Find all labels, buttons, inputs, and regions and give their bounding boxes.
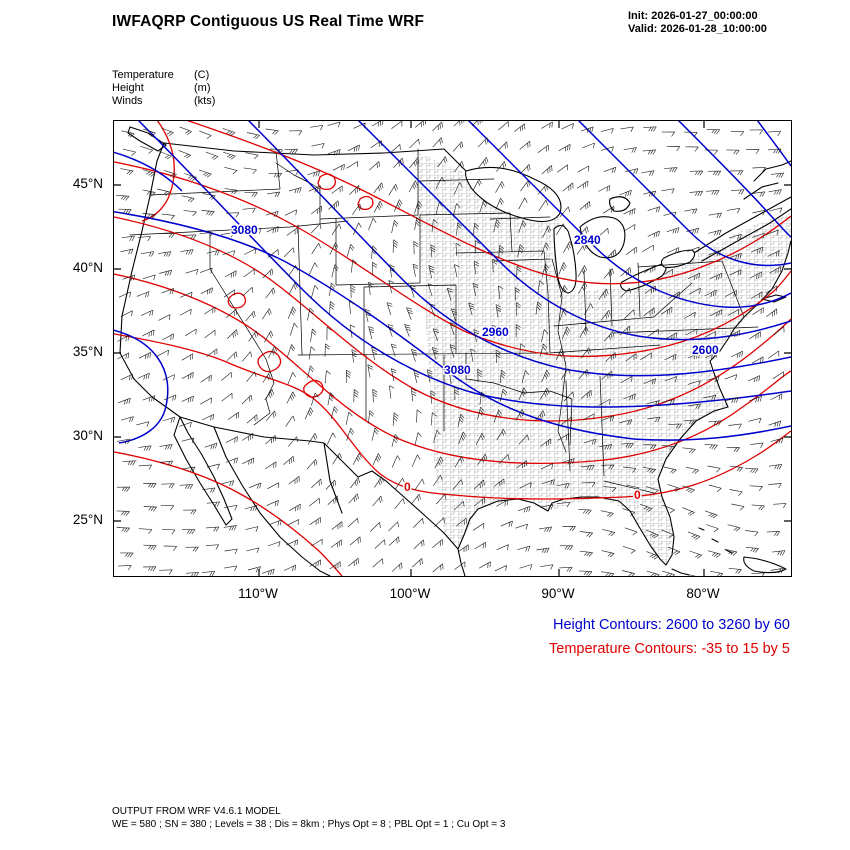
model-output-line: OUTPUT FROM WRF V4.6.1 MODEL — [112, 806, 281, 817]
lake-ontario — [660, 249, 696, 268]
page-title: IWFAQRP Contiguous US Real Time WRF — [112, 13, 425, 30]
geography — [119, 126, 792, 577]
contour-label-group: 3080 3080 2960 2840 2600 0 0 — [230, 222, 721, 504]
lat-tick-label: 35°N — [72, 344, 103, 359]
weather-map: 3080 3080 2960 2840 2600 0 0 — [108, 115, 792, 581]
temperature-contour-label: 0 — [634, 488, 641, 502]
run-times: Init: 2026-01-27_00:00:00 Valid: 2026-01… — [628, 10, 767, 36]
bahamas — [671, 527, 733, 576]
model-footer: OUTPUT FROM WRF V4.6.1 MODEL WE = 580 ; … — [112, 806, 505, 831]
variable-row-height: Height (m) — [112, 82, 215, 95]
variable-legend: Temperature (C) Height (m) Winds (kts) — [112, 69, 215, 108]
height-contour-label: 2600 — [692, 343, 719, 357]
lon-tick-label: 80°W — [686, 586, 720, 601]
us-coastline — [119, 142, 792, 566]
variable-name: Height — [112, 82, 144, 94]
lake-huron — [579, 216, 626, 259]
mexico-coast — [213, 426, 466, 577]
cuba — [743, 556, 787, 574]
variable-unit: (m) — [194, 82, 211, 94]
variable-name: Winds — [112, 95, 143, 107]
init-time: Init: 2026-01-27_00:00:00 — [628, 10, 758, 22]
height-contour-label: 3080 — [231, 223, 258, 237]
baja-california — [173, 416, 233, 526]
lake-michigan — [553, 224, 577, 294]
lat-tick-label: 25°N — [72, 512, 103, 527]
variable-unit: (C) — [194, 69, 210, 81]
georgian-bay — [608, 196, 631, 212]
height-contour-label: 3080 — [444, 363, 471, 377]
great-lakes — [465, 166, 696, 294]
variable-unit: (kts) — [194, 95, 216, 107]
variable-row-winds: Winds (kts) — [112, 95, 215, 108]
variable-row-temperature: Temperature (C) — [112, 69, 215, 82]
temperature-contour-label: 0 — [404, 480, 411, 494]
lat-tick-label: 40°N — [72, 260, 103, 275]
temperature-contours — [108, 115, 792, 577]
lat-tick-label: 45°N — [72, 176, 103, 191]
variable-name: Temperature — [112, 69, 174, 81]
st-lawrence — [693, 160, 792, 262]
axis-ticks — [114, 121, 791, 576]
lon-tick-label: 110°W — [238, 586, 278, 601]
height-contour-legend: Height Contours: 2600 to 3260 by 60 — [553, 617, 790, 633]
wind-barbs — [116, 116, 787, 581]
temperature-contour-legend: Temperature Contours: -35 to 15 by 5 — [549, 641, 790, 657]
lon-tick-label: 90°W — [541, 586, 575, 601]
lat-tick-label: 30°N — [72, 428, 103, 443]
state-borders — [129, 148, 759, 494]
county-texture — [414, 151, 791, 565]
lon-tick-label: 100°W — [389, 586, 431, 601]
contour-info: Height Contours: 2600 to 3260 by 60 Temp… — [549, 613, 790, 661]
valid-time: Valid: 2026-01-28_10:00:00 — [628, 23, 767, 35]
height-contour-label: 2960 — [482, 325, 509, 339]
vancouver-island — [127, 126, 167, 152]
canada-border — [163, 142, 467, 172]
long-island — [761, 294, 787, 303]
height-contour-label: 2840 — [574, 233, 601, 247]
model-config-line: WE = 580 ; SN = 380 ; Levels = 38 ; Dis … — [112, 818, 506, 830]
map-frame: 3080 3080 2960 2840 2600 0 0 — [108, 115, 792, 581]
